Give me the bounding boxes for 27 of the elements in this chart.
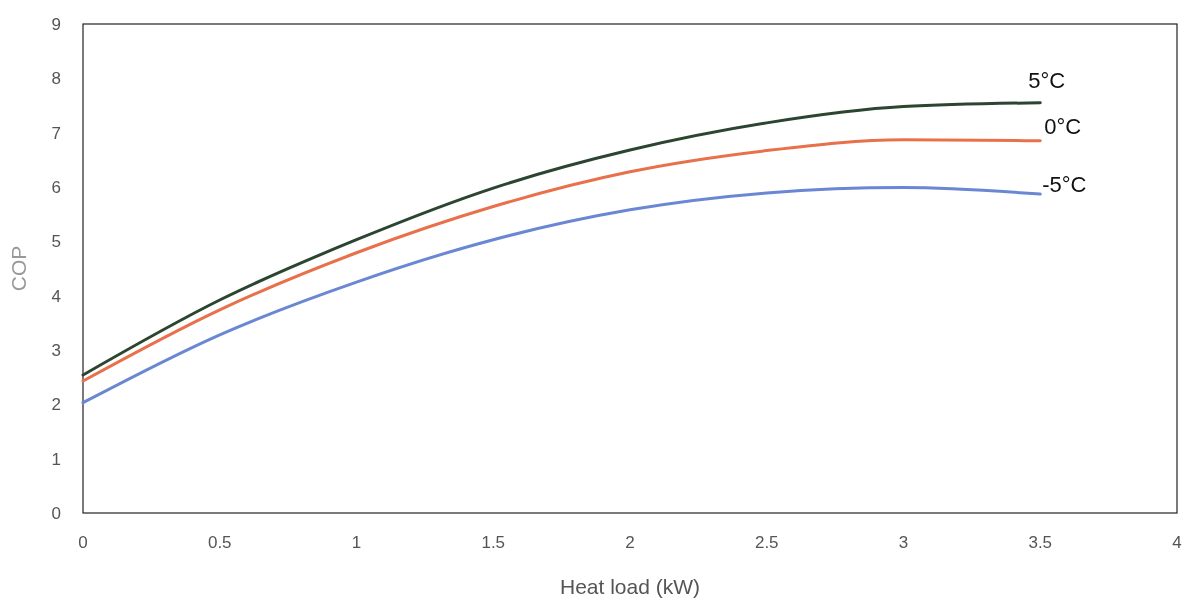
line-series: [81, 186, 1042, 405]
y-tick-label: 8: [51, 69, 61, 89]
x-tick-label: 3: [898, 533, 909, 552]
x-tick-label: 3.5: [1028, 533, 1053, 552]
x-tick-label: 2.5: [754, 533, 779, 552]
y-tick-label: 5: [51, 232, 61, 252]
y-tick-label: 1: [51, 449, 61, 469]
y-tick-label: 7: [51, 123, 61, 143]
series-label: 0°C: [1044, 113, 1082, 139]
x-tick-label: 2: [625, 533, 635, 552]
series-label: -5°C: [1042, 172, 1087, 198]
x-tick-label: 4: [1172, 533, 1182, 552]
y-axis-title: COP: [7, 245, 30, 292]
line-series: [81, 138, 1042, 383]
y-tick-label: 0: [51, 504, 61, 523]
y-tick-label: 6: [51, 178, 61, 197]
x-tick-label: 1: [351, 533, 362, 552]
series-label: 5°C: [1028, 67, 1066, 93]
line-series: [81, 101, 1042, 377]
y-tick-label: 9: [51, 15, 61, 34]
x-tick-label: 0: [78, 533, 88, 552]
y-tick-label: 4: [51, 286, 61, 306]
x-axis-title: Heat load (kW): [559, 575, 701, 598]
x-tick-label: 0.5: [207, 533, 232, 552]
y-tick-label: 2: [51, 395, 61, 415]
y-tick-label: 3: [51, 341, 61, 360]
x-tick-label: 1.5: [481, 533, 506, 552]
